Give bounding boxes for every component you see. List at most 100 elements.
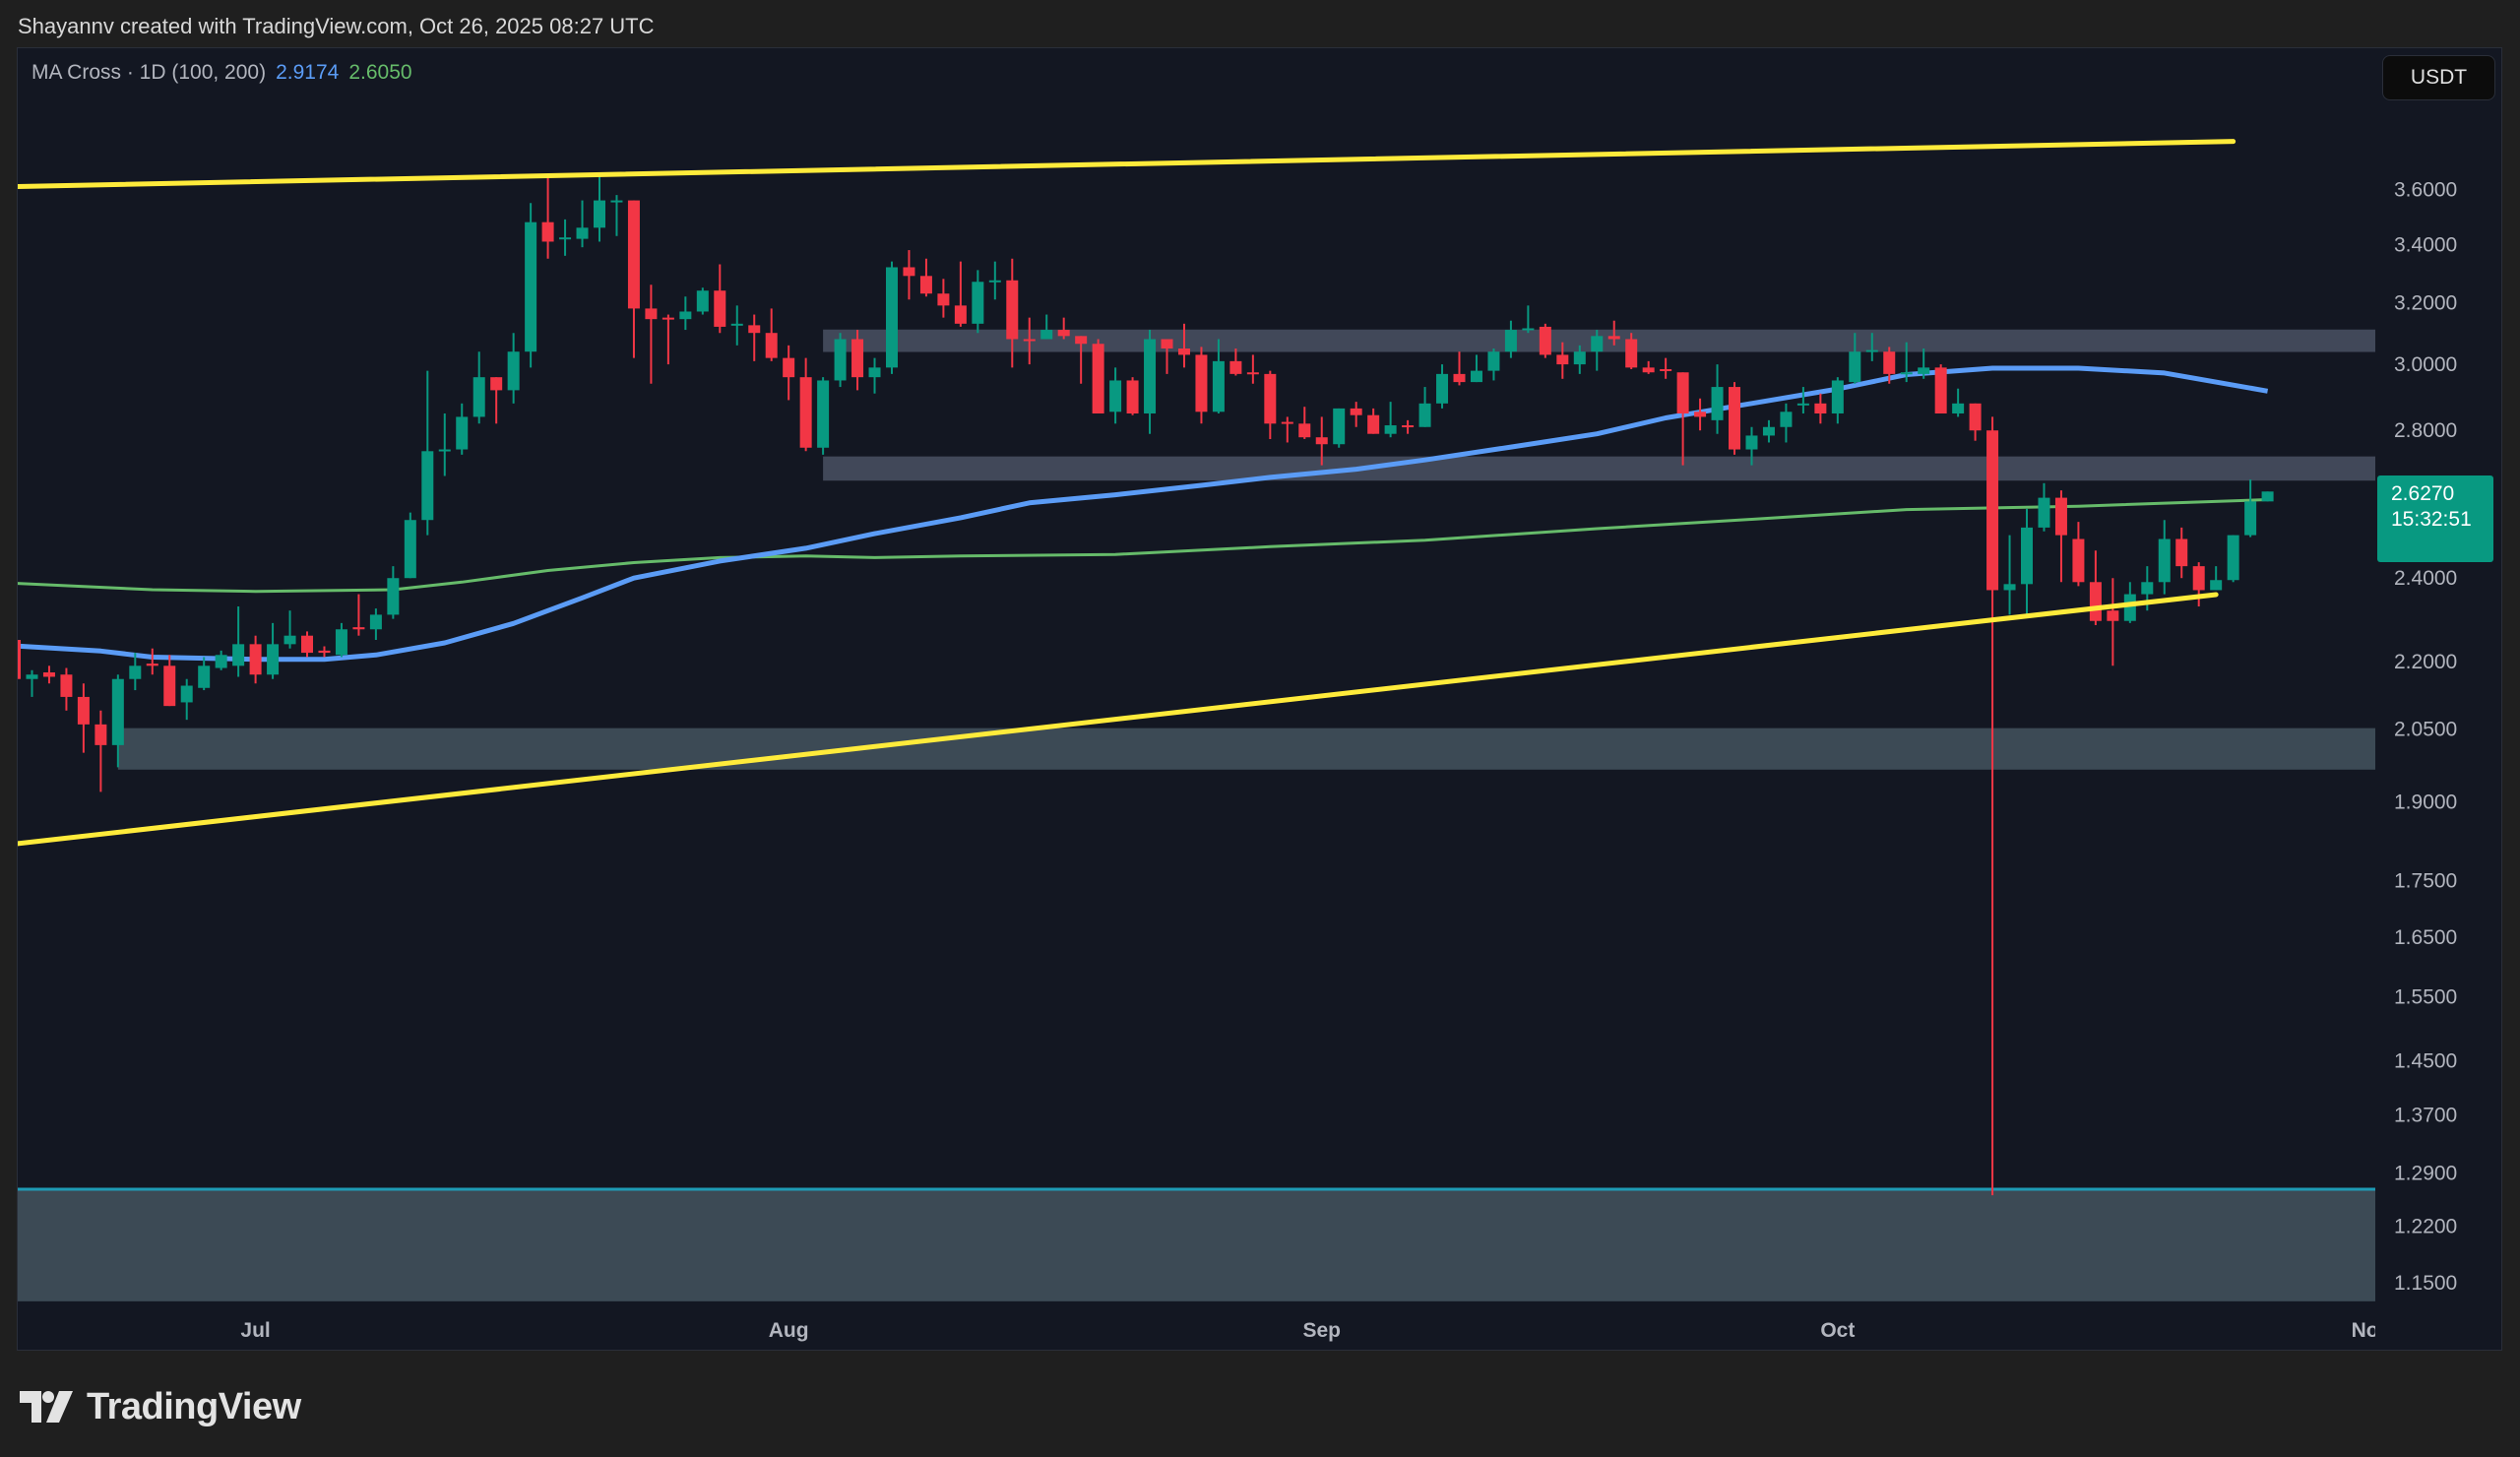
candle-body xyxy=(1092,344,1104,414)
candle-up xyxy=(1865,333,1878,361)
candle-up xyxy=(2227,535,2239,583)
candle-up xyxy=(868,357,881,394)
candle-up xyxy=(1470,354,1482,383)
candle-body xyxy=(1796,403,1809,406)
candle-body xyxy=(1591,336,1604,352)
candle-down xyxy=(1676,372,1689,466)
candle-up xyxy=(267,622,280,679)
candle-body xyxy=(2054,497,2067,536)
chart-panel[interactable] xyxy=(17,47,2502,1351)
candle-body xyxy=(232,644,245,666)
candle-body xyxy=(1865,349,1878,352)
candle-down xyxy=(1883,347,1896,384)
candle-up xyxy=(26,669,38,697)
tradingview-logo[interactable]: TradingView xyxy=(20,1382,301,1431)
candle-down xyxy=(765,308,778,361)
candle-body xyxy=(163,665,176,707)
candle-up xyxy=(1487,348,1500,381)
candle-body xyxy=(1161,339,1173,349)
candle-up xyxy=(180,678,193,721)
time-axis[interactable]: Jul Aug Sep Oct Nov xyxy=(240,1319,2390,1342)
candle-body xyxy=(885,267,898,368)
price-tick-label: 3.6000 xyxy=(2394,179,2457,202)
candle-body xyxy=(783,357,795,378)
candle-down xyxy=(1453,351,1466,386)
candle-up xyxy=(1333,408,1346,448)
candle-body xyxy=(438,449,451,452)
candle-up xyxy=(111,674,124,768)
candle-down xyxy=(1177,323,1190,368)
candle-down xyxy=(541,176,554,259)
candle-body xyxy=(1831,380,1844,414)
candle-up xyxy=(525,203,537,368)
candle-body xyxy=(730,323,743,326)
candle-up xyxy=(335,622,347,658)
candle-up xyxy=(1384,402,1397,438)
candle-body xyxy=(42,671,55,677)
indicator-legend[interactable]: MA Cross · 1D (100, 200) 2.9174 2.6050 xyxy=(32,61,412,85)
candle-down xyxy=(851,330,864,391)
candle-body xyxy=(696,290,709,312)
price-tick-label: 3.0000 xyxy=(2394,353,2457,376)
candle-body xyxy=(267,644,280,675)
candle-down xyxy=(903,250,915,300)
candle-body xyxy=(1075,336,1088,345)
candle-up xyxy=(1109,367,1122,424)
price-axis[interactable]: 3.6000 3.4000 3.2000 3.0000 2.8000 2.4000 2.20… xyxy=(2394,179,2457,1295)
candle-body xyxy=(1918,367,1930,374)
candle-up xyxy=(988,261,1001,300)
price-tick-label: 1.5500 xyxy=(2394,986,2457,1009)
candle-down xyxy=(1694,398,1707,431)
candle-body xyxy=(1126,380,1139,414)
candle-down xyxy=(1986,416,1999,1196)
candle-up xyxy=(817,377,830,455)
candle-down xyxy=(301,631,314,658)
candle-up xyxy=(2038,482,2050,532)
month-label: Aug xyxy=(769,1319,809,1342)
currency-button[interactable]: USDT xyxy=(2382,55,2495,100)
price-tick-label: 1.7500 xyxy=(2394,870,2457,893)
tradingview-logo-text: TradingView xyxy=(87,1385,301,1427)
candle-up xyxy=(507,333,520,404)
candle-up xyxy=(1212,339,1225,414)
candle-body xyxy=(988,280,1001,283)
candle-body xyxy=(1281,421,1293,424)
candle-body xyxy=(1883,351,1896,374)
candle-body xyxy=(2072,538,2085,583)
candle-down xyxy=(352,594,365,636)
candle-down xyxy=(1092,339,1104,414)
candle-down xyxy=(627,200,640,358)
candle-body xyxy=(1229,360,1242,374)
candle-body xyxy=(2158,538,2171,583)
candle-up xyxy=(2244,479,2257,538)
candle-up xyxy=(1504,320,1517,358)
candle-down xyxy=(2175,527,2188,579)
candle-body xyxy=(1418,403,1431,427)
price-tick-label: 2.4000 xyxy=(2394,567,2457,590)
upper-trendline xyxy=(18,139,2236,189)
candle-down xyxy=(1315,416,1328,466)
price-tick-label: 3.2000 xyxy=(2394,291,2457,314)
candle-up xyxy=(1711,364,1724,434)
candle-body xyxy=(2038,497,2050,528)
candle-body xyxy=(868,367,881,378)
candle-body xyxy=(1246,372,1259,375)
trendlines-layer xyxy=(18,139,2236,847)
candle-up xyxy=(1144,330,1157,434)
candles-layer xyxy=(18,176,2274,1196)
candle-body xyxy=(2003,584,2016,591)
bar-countdown: 15:32:51 xyxy=(2391,508,2472,531)
candle-body xyxy=(1729,387,1741,450)
candle-down xyxy=(2054,490,2067,583)
month-label: Oct xyxy=(1820,1319,1855,1342)
indicator-name: MA Cross · 1D (100, 200) xyxy=(32,61,267,84)
candle-body xyxy=(352,627,365,630)
candle-down xyxy=(1969,403,1982,441)
price-tick-label: 3.4000 xyxy=(2394,233,2457,256)
candle-body xyxy=(1642,367,1655,373)
candle-body xyxy=(1384,425,1397,434)
candle-body xyxy=(215,655,227,668)
month-label: Sep xyxy=(1302,1319,1341,1342)
candle-up xyxy=(610,195,623,236)
